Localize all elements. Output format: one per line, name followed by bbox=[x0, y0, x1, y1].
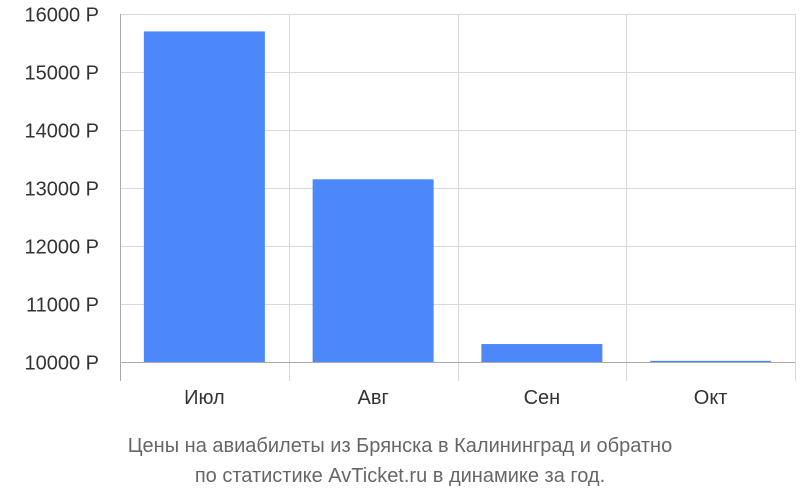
bar-Июл bbox=[143, 31, 265, 363]
x-tick-label: Июл bbox=[184, 387, 225, 409]
bar-Окт bbox=[650, 360, 772, 363]
tick-labels: 10000 Р 11000 Р 12000 Р 13000 Р 14000 Р 15000… bbox=[24, 5, 727, 410]
axes bbox=[120, 14, 795, 381]
y-tick-label: 13000 Р bbox=[24, 179, 99, 201]
y-tick-label: 14000 Р bbox=[24, 121, 99, 143]
x-tick-label: Авг bbox=[357, 387, 388, 409]
y-tick-label: 12000 Р bbox=[24, 237, 99, 259]
y-tick-label: 16000 Р bbox=[24, 5, 99, 27]
y-tick-label: 10000 Р bbox=[24, 353, 99, 375]
y-tick-label: 11000 Р bbox=[26, 295, 99, 317]
chart-caption-line-2: по статистике AvTicket.ru в динамике за … bbox=[194, 465, 606, 487]
bars bbox=[143, 31, 772, 363]
y-tick-label: 15000 Р bbox=[24, 63, 99, 85]
price-bar-chart: 10000 Р 11000 Р 12000 Р 13000 Р 14000 Р 15000… bbox=[24, 5, 796, 410]
chart-caption-line-1: Цены на авиабилеты из Брянска в Калининг… bbox=[127, 435, 673, 457]
bar-Авг bbox=[312, 179, 434, 362]
bar-Сен bbox=[481, 344, 603, 362]
x-tick-label: Сен bbox=[524, 387, 561, 409]
x-tick-label: Окт bbox=[694, 387, 728, 409]
